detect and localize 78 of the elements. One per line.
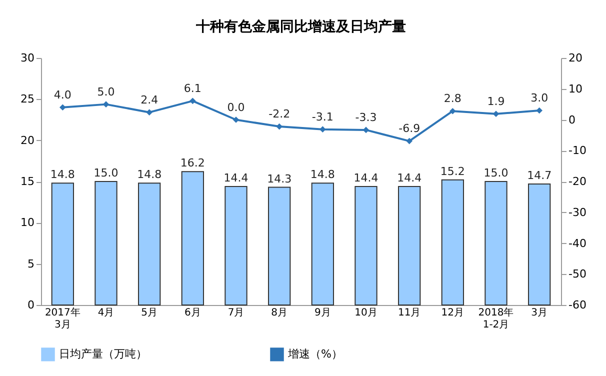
point — [362, 126, 370, 134]
y-tick-label: 10 — [20, 216, 34, 230]
data-label: 14.4 — [397, 171, 422, 184]
data-label: 14.4 — [354, 171, 378, 184]
x-tick-label: 9月 — [314, 308, 331, 318]
point — [536, 107, 542, 114]
bar — [268, 186, 291, 306]
point — [60, 104, 66, 111]
data-label: 15.0 — [94, 166, 118, 180]
bar — [94, 181, 118, 306]
data-label: 14.4 — [224, 171, 248, 184]
bar — [181, 171, 204, 306]
point — [450, 108, 456, 114]
data-label: -6.9 — [398, 122, 420, 136]
data-label: 16.2 — [180, 156, 205, 170]
x-tick-label: 3月 — [531, 308, 548, 318]
data-label: 14.7 — [527, 168, 552, 182]
data-label: 14.3 — [267, 172, 292, 186]
y-tick-label: 15 — [20, 175, 34, 188]
data-label: 15.2 — [440, 164, 465, 178]
bar — [528, 183, 551, 306]
data-label: 14.8 — [310, 168, 335, 182]
y2-tick-label: -20 — [568, 175, 586, 188]
bar — [224, 186, 248, 306]
point — [190, 98, 196, 104]
point — [232, 116, 240, 123]
y2-tick-label: -40 — [568, 236, 586, 250]
y2-tick-label: 20 — [568, 52, 582, 64]
y2-tick-label: -50 — [568, 268, 586, 281]
point — [102, 101, 110, 108]
bar — [138, 182, 161, 306]
data-label: 1.9 — [487, 94, 505, 108]
legend-label: 增速（%） — [287, 347, 342, 360]
bar — [398, 186, 421, 306]
data-label: -3.1 — [312, 110, 334, 124]
bar — [441, 179, 464, 306]
data-label: 6.1 — [184, 82, 202, 95]
data-label: 4.0 — [54, 88, 72, 102]
y2-tick-label: 10 — [568, 82, 582, 96]
y-tick-label: 20 — [20, 134, 34, 147]
chart-title: 十种有色金属同比增速及日均产量 — [195, 18, 406, 35]
x-tick-label: 8月 — [271, 308, 288, 318]
data-label: -2.2 — [268, 108, 290, 121]
y-tick-label: 5 — [28, 257, 34, 270]
x-tick-label: 2017年 3月 — [44, 306, 80, 330]
y-tick-label: 0 — [28, 298, 34, 312]
data-label: 2.8 — [444, 92, 462, 106]
point — [492, 110, 500, 118]
data-label: 0.0 — [227, 100, 245, 114]
point — [146, 109, 152, 116]
x-tick-label: 12月 — [441, 308, 464, 318]
point — [406, 138, 412, 144]
data-label: 5.0 — [97, 85, 115, 98]
x-tick-label: 5月 — [141, 308, 158, 318]
bar — [484, 181, 508, 306]
x-tick-label: 11月 — [398, 308, 421, 318]
point — [276, 123, 282, 130]
data-label: 3.0 — [530, 91, 548, 104]
data-label: 14.8 — [50, 168, 75, 182]
x-tick-label: 7月 — [228, 308, 244, 318]
y2-tick-label: -60 — [568, 298, 586, 312]
data-label: 14.8 — [137, 168, 162, 182]
data-label: 15.0 — [484, 166, 508, 180]
x-tick-label: 4月 — [98, 308, 114, 318]
bar — [311, 182, 334, 306]
data-label: 2.4 — [140, 93, 158, 106]
y-tick-label: 30 — [20, 52, 34, 64]
y2-tick-label: -30 — [568, 206, 586, 219]
bar — [354, 186, 378, 306]
y2-tick-label: 0 — [568, 113, 576, 126]
x-tick-label: 6月 — [184, 308, 201, 318]
y-tick-label: 25 — [20, 92, 34, 106]
x-tick-label: 2018年 1-2月 — [478, 306, 514, 330]
y2-tick-label: -10 — [568, 144, 586, 158]
data-label: -3.3 — [355, 110, 377, 124]
x-tick-label: 10月 — [354, 308, 378, 318]
legend-label: 日均产量（万吨） — [59, 347, 147, 360]
bar — [51, 182, 74, 306]
